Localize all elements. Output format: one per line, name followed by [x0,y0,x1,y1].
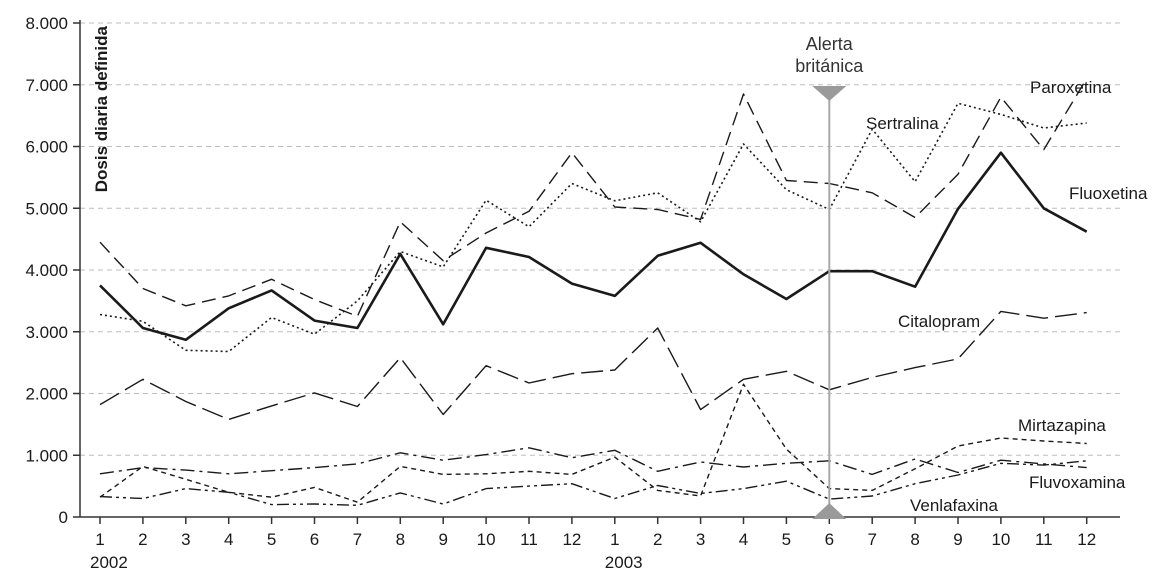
x-tick-label: 4 [739,530,748,549]
y-tick-label: 8.000 [25,14,68,33]
x-tick-label: 9 [953,530,962,549]
x-tick-label: 7 [867,530,876,549]
x-tick-label: 4 [224,530,233,549]
series-line-mirtazapina [100,384,1087,502]
y-tick-label: 7.000 [25,76,68,95]
x-tick-label: 12 [562,530,581,549]
x-tick-label: 11 [1035,530,1053,549]
x-tick-label: 10 [477,530,496,549]
x-tick-label: 3 [696,530,705,549]
x-tick-label: 7 [353,530,362,549]
x-tick-label: 9 [438,530,447,549]
x-tick-label: 12 [1077,530,1096,549]
x-tick-label: 11 [520,530,538,549]
alert-label: británica [795,56,864,76]
x-tick-label: 10 [991,530,1010,549]
series-label-citalopram: Citalopram [898,312,980,331]
y-tick-label: 1.000 [25,446,68,465]
x-tick-label: 2 [138,530,147,549]
x-tick-label: 2 [653,530,662,549]
x-tick-label: 8 [910,530,919,549]
y-axis-label: Dosis diaria definida [92,25,111,192]
x-tick-label: 5 [782,530,791,549]
y-tick-label: 2.000 [25,385,68,404]
x-tick-label: 5 [267,530,276,549]
year-label: 2002 [90,553,128,572]
alert-marker-top [812,86,846,101]
x-tick-label: 3 [181,530,190,549]
alert-marker-bottom [812,503,846,519]
y-tick-label: 6.000 [25,138,68,157]
x-tick-label: 1 [610,530,619,549]
series-label-mirtazapina: Mirtazapina [1018,416,1106,435]
year-label: 2003 [605,553,643,572]
series-label-venlafaxina: Venlafaxina [910,496,998,515]
grid-lines [80,23,1120,455]
y-tick-label: 3.000 [25,323,68,342]
series-label-fluvoxamina: Fluvoxamina [1029,473,1126,492]
series-label-sertralina: Sertralina [866,114,939,133]
series-label-paroxetina: Paroxetina [1030,78,1112,97]
x-tick-label: 6 [310,530,319,549]
x-tick-label: 6 [825,530,834,549]
series-line-fluvoxamina [100,448,1087,475]
x-tick-label: 1 [95,530,104,549]
series-label-fluoxetina: Fluoxetina [1069,184,1148,203]
x-tick-label: 8 [396,530,405,549]
y-tick-label: 0 [59,508,68,527]
alert-label: Alerta [806,34,854,54]
y-tick-label: 5.000 [25,199,68,218]
series-lines: Paroxetina Sertralina Fluoxetina Citalopram… [100,78,1148,515]
y-tick-label: 4.000 [25,261,68,280]
